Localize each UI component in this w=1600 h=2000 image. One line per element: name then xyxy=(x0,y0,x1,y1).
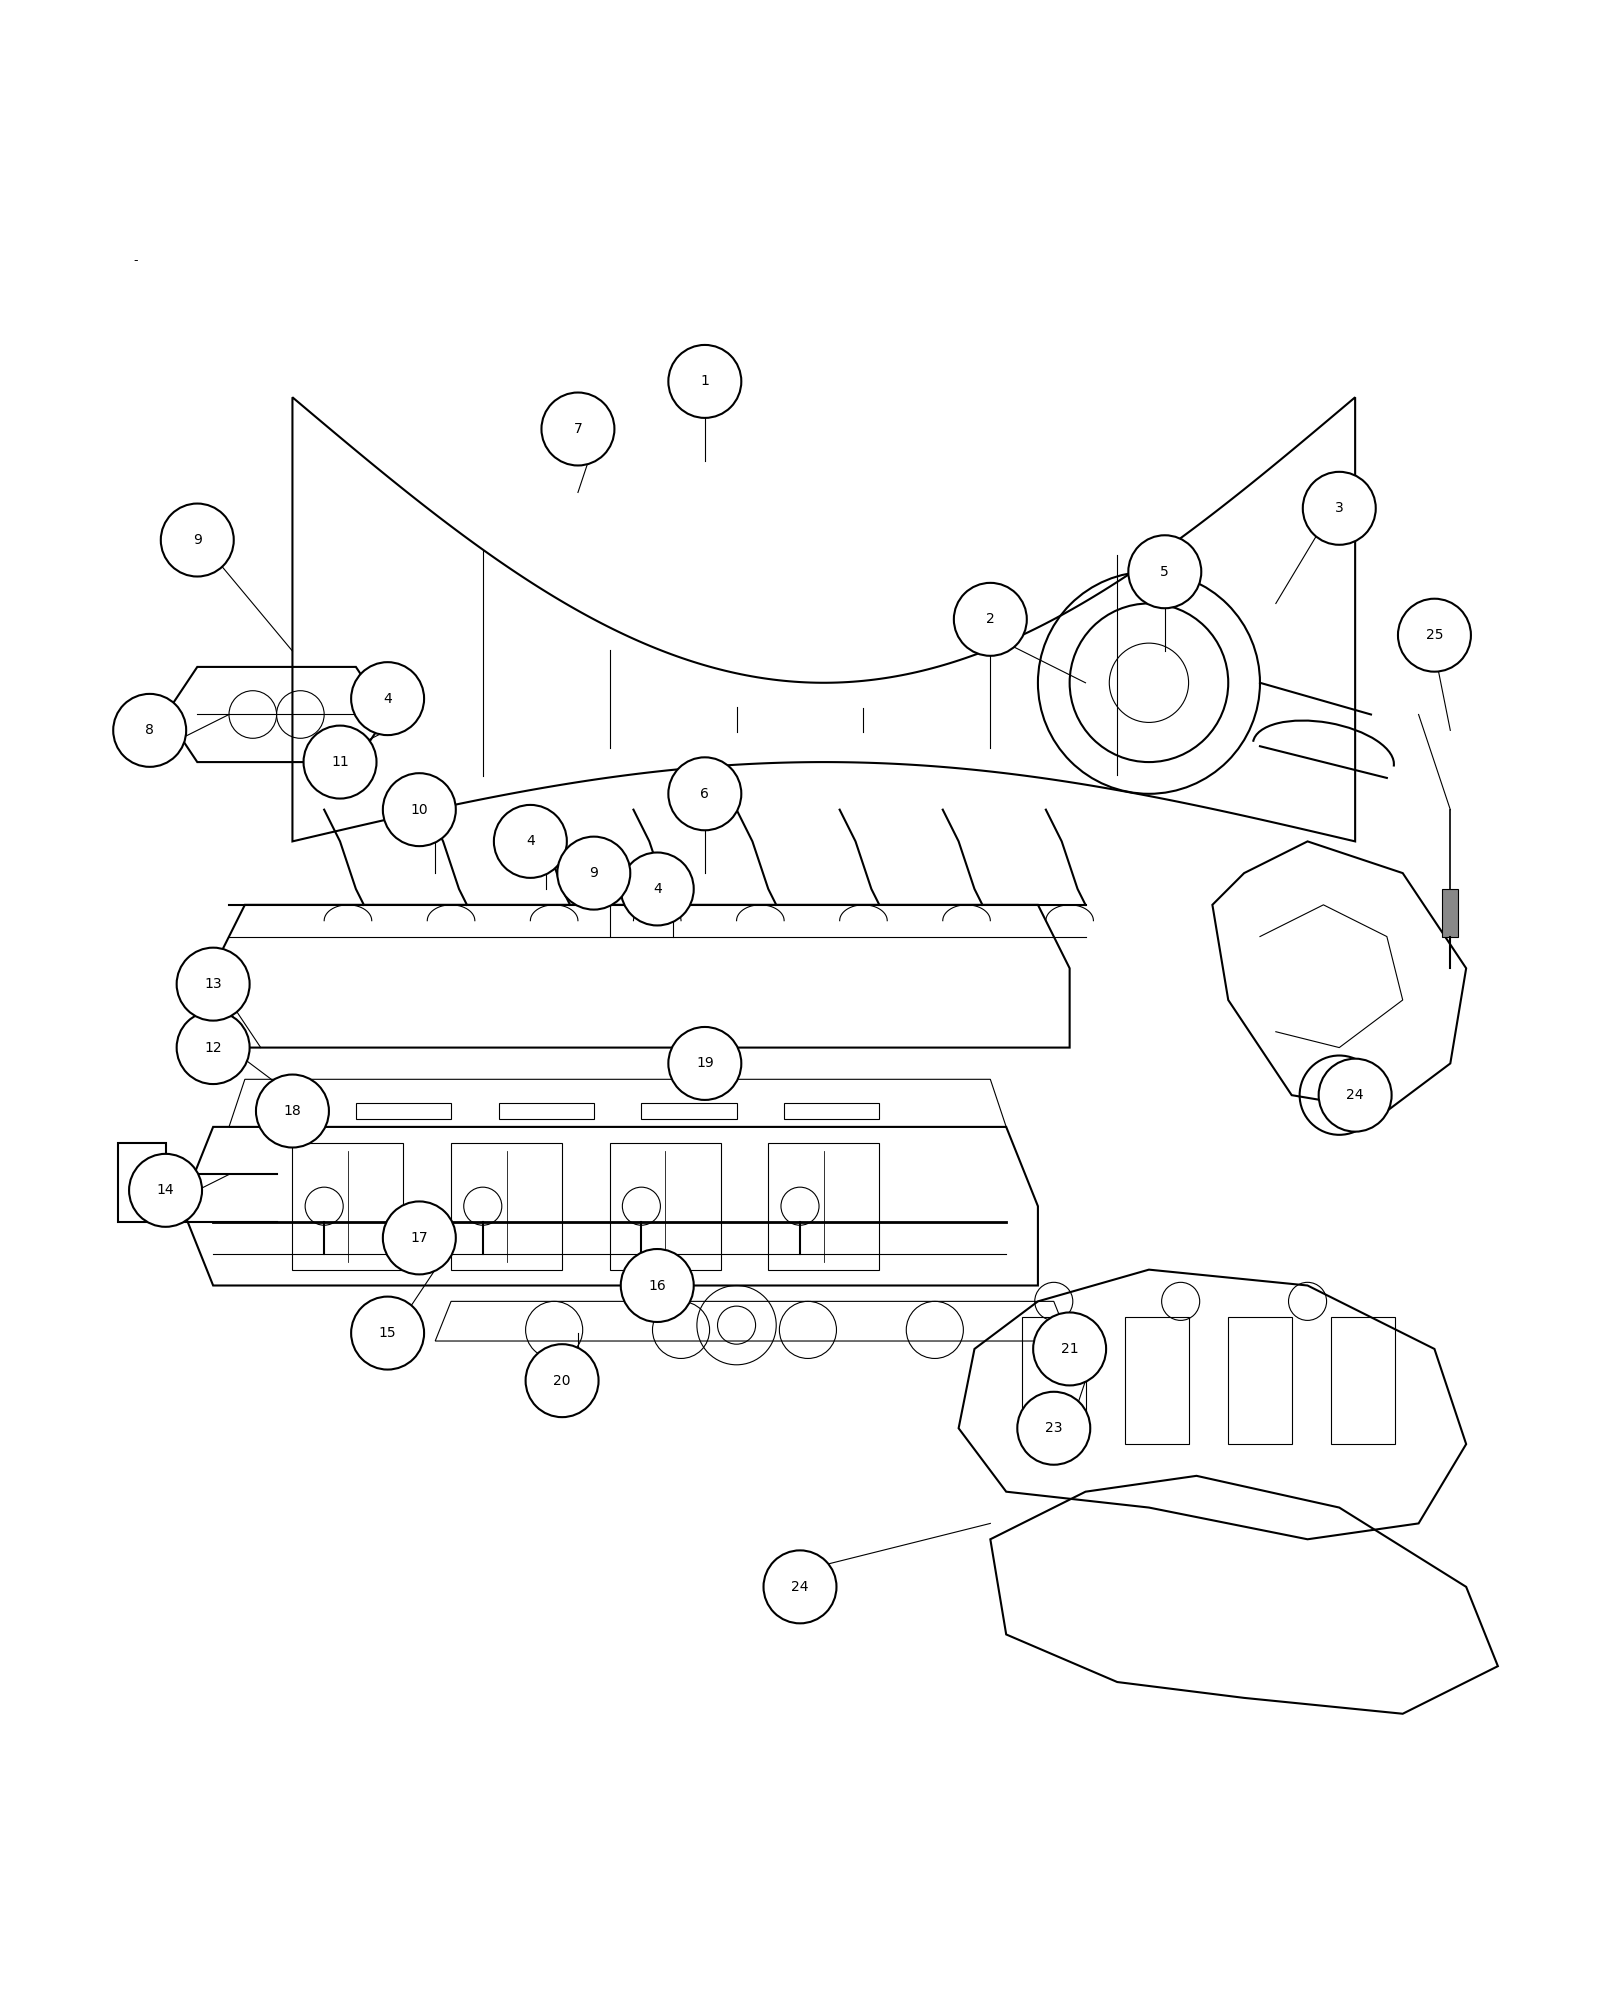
Text: 6: 6 xyxy=(701,786,709,800)
Circle shape xyxy=(1302,472,1376,544)
Text: 15: 15 xyxy=(379,1326,397,1340)
Circle shape xyxy=(1018,1392,1090,1464)
Circle shape xyxy=(763,1550,837,1624)
Circle shape xyxy=(1128,536,1202,608)
Text: 1: 1 xyxy=(701,374,709,388)
Text: 10: 10 xyxy=(411,802,429,816)
Circle shape xyxy=(621,852,694,926)
Text: 24: 24 xyxy=(792,1580,808,1594)
Circle shape xyxy=(621,1250,694,1322)
Text: 13: 13 xyxy=(205,978,222,992)
Circle shape xyxy=(494,804,566,878)
Text: 7: 7 xyxy=(573,422,582,436)
Text: 25: 25 xyxy=(1426,628,1443,642)
Text: 9: 9 xyxy=(194,534,202,548)
Text: 19: 19 xyxy=(696,1056,714,1070)
Circle shape xyxy=(1034,1312,1106,1386)
Circle shape xyxy=(669,758,741,830)
Circle shape xyxy=(382,1202,456,1274)
Circle shape xyxy=(382,774,456,846)
Circle shape xyxy=(541,392,614,466)
Circle shape xyxy=(176,1012,250,1084)
Circle shape xyxy=(526,1344,598,1418)
Circle shape xyxy=(176,948,250,1020)
Text: 24: 24 xyxy=(1346,1088,1363,1102)
Text: 16: 16 xyxy=(648,1278,666,1292)
Polygon shape xyxy=(1442,888,1458,936)
Text: 18: 18 xyxy=(283,1104,301,1118)
Text: 2: 2 xyxy=(986,612,995,626)
Text: 4: 4 xyxy=(526,834,534,848)
Text: 11: 11 xyxy=(331,756,349,770)
Text: 4: 4 xyxy=(384,692,392,706)
Circle shape xyxy=(669,1026,741,1100)
Circle shape xyxy=(669,344,741,418)
Circle shape xyxy=(304,726,376,798)
Circle shape xyxy=(954,582,1027,656)
Circle shape xyxy=(114,694,186,766)
Circle shape xyxy=(130,1154,202,1226)
Circle shape xyxy=(256,1074,330,1148)
Circle shape xyxy=(1398,598,1470,672)
Text: 8: 8 xyxy=(146,724,154,738)
Text: 14: 14 xyxy=(157,1184,174,1198)
Text: -: - xyxy=(134,254,138,268)
Text: 23: 23 xyxy=(1045,1422,1062,1436)
Circle shape xyxy=(1318,1058,1392,1132)
Text: 9: 9 xyxy=(589,866,598,880)
Circle shape xyxy=(160,504,234,576)
Text: 4: 4 xyxy=(653,882,662,896)
Text: 17: 17 xyxy=(411,1230,429,1244)
Text: 12: 12 xyxy=(205,1040,222,1054)
Circle shape xyxy=(350,1296,424,1370)
Circle shape xyxy=(557,836,630,910)
Circle shape xyxy=(350,662,424,736)
Text: 20: 20 xyxy=(554,1374,571,1388)
Text: 5: 5 xyxy=(1160,564,1170,578)
Text: 21: 21 xyxy=(1061,1342,1078,1356)
Text: 3: 3 xyxy=(1334,502,1344,516)
